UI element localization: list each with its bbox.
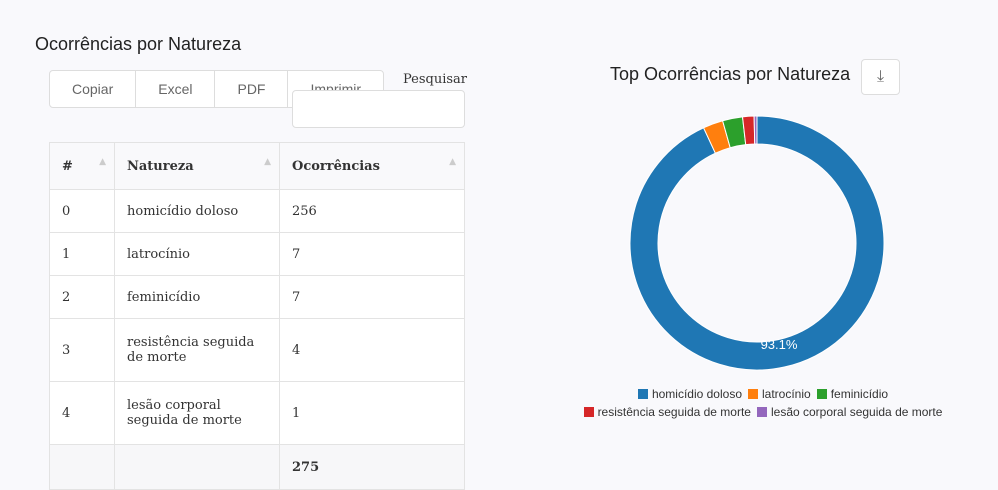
table-row: 2 feminicídio 7	[49, 275, 465, 319]
legend-swatch	[756, 407, 767, 417]
legend-row-2: resistência seguida de morte lesão corpor…	[560, 405, 960, 419]
table-row: 0 homicídio doloso 256	[49, 189, 465, 233]
donut-slice-0[interactable]	[629, 115, 885, 371]
legend-row-1: homicídio doloso latrocínio feminicídio	[560, 387, 960, 401]
search-input[interactable]	[292, 90, 465, 128]
header-label: Ocorrências	[292, 158, 380, 174]
table-cell: feminicídio	[114, 275, 280, 319]
sort-icon: ▲	[99, 157, 106, 167]
table-cell: 4	[49, 381, 115, 445]
download-button[interactable]: ⤓	[861, 59, 900, 95]
column-header-ocorrencias[interactable]: Ocorrências ▲	[279, 142, 465, 190]
column-header-index[interactable]: # ▲	[49, 142, 115, 190]
table-cell: 1	[279, 381, 465, 445]
table-cell: 7	[279, 275, 465, 319]
legend-item[interactable]: lesão corporal seguida de morte	[751, 405, 942, 419]
legend-swatch	[583, 407, 594, 417]
legend-label: latrocínio	[762, 387, 811, 401]
excel-button[interactable]: Excel	[136, 71, 216, 107]
table-cell: 4	[279, 318, 465, 382]
legend-item[interactable]: feminicídio	[811, 387, 888, 401]
donut-slice-4[interactable]	[753, 115, 758, 145]
pdf-button[interactable]: PDF	[215, 71, 289, 107]
sort-icon: ▲	[449, 157, 456, 167]
legend-swatch	[637, 389, 648, 399]
table-cell: 7	[279, 232, 465, 276]
column-header-natureza[interactable]: Natureza ▲	[114, 142, 280, 190]
table-cell: 256	[279, 189, 465, 233]
table-row: 1 latrocínio 7	[49, 232, 465, 276]
legend-label: resistência seguida de morte	[597, 405, 751, 419]
donut-chart: 93.1%	[629, 115, 885, 371]
search-label: Pesquisar	[403, 72, 468, 87]
download-icon: ⤓	[876, 68, 885, 85]
table-cell: resistência seguida de morte	[114, 318, 280, 382]
page-title: Ocorrências por Natureza	[35, 34, 242, 54]
legend-label: lesão corporal seguida de morte	[770, 405, 943, 419]
table-cell: 2	[49, 275, 115, 319]
legend-item[interactable]: resistência seguida de morte	[578, 405, 751, 419]
legend-label: feminicídio	[830, 387, 889, 401]
chart-title: Top Ocorrências por Natureza	[610, 64, 851, 84]
data-table: # ▲ Natureza ▲ Ocorrências ▲ 0 homicídio dol…	[49, 142, 465, 490]
table-cell: homicídio doloso	[114, 189, 280, 233]
footer-cell	[49, 444, 115, 490]
header-label: Natureza	[127, 158, 194, 174]
table-cell: lesão corporal seguida de morte	[114, 381, 280, 445]
table-cell: 3	[49, 318, 115, 382]
table-row: 4 lesão corporal seguida de morte 1	[49, 381, 465, 445]
data-label: 93.1%	[761, 337, 798, 352]
legend-swatch	[748, 389, 758, 399]
legend-label: homicídio doloso	[651, 387, 742, 401]
legend-swatch	[816, 389, 827, 399]
copy-button[interactable]: Copiar	[50, 71, 137, 107]
table-cell: 1	[49, 232, 115, 276]
legend-item[interactable]: homicídio doloso	[632, 387, 742, 401]
legend-item[interactable]: latrocínio	[742, 387, 811, 401]
table-cell: 0	[49, 189, 115, 233]
table-row: 3 resistência seguida de morte 4	[49, 318, 465, 382]
header-label: #	[62, 158, 73, 174]
table-cell: latrocínio	[114, 232, 280, 276]
sort-icon: ▲	[264, 157, 271, 167]
export-buttons: Copiar Excel PDF Imprimir	[49, 70, 385, 108]
